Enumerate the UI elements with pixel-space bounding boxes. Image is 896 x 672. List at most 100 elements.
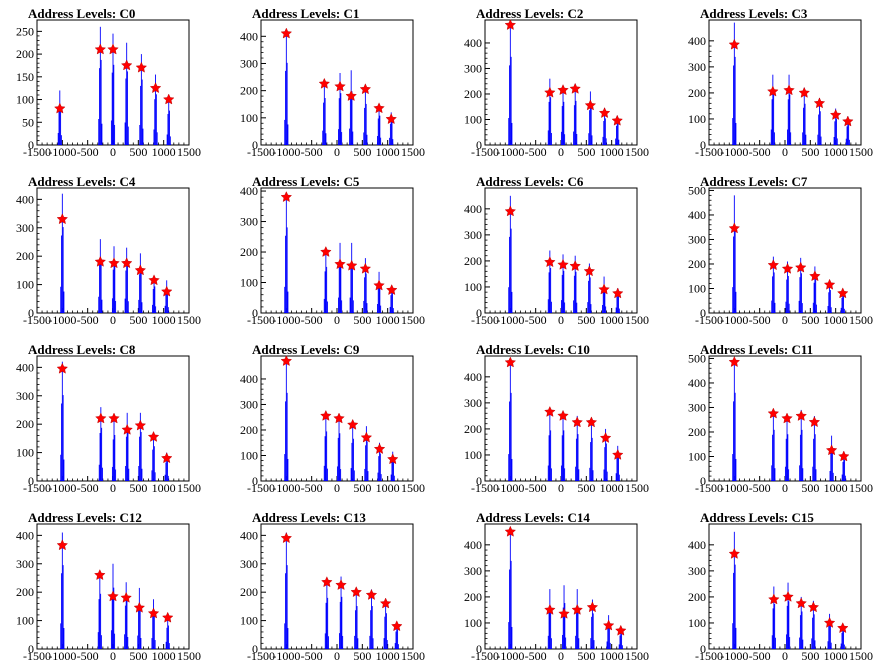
x-tick-label: 1000 (152, 313, 176, 327)
peak-marker (544, 256, 556, 268)
peak-2 (111, 417, 117, 481)
y-tick-label: 400 (16, 360, 34, 374)
y-tick-label: 400 (464, 202, 482, 216)
y-tick-label: 0 (476, 474, 482, 488)
x-tick-label: -500 (749, 145, 771, 159)
plot-frame (708, 19, 862, 146)
y-tick-label: 300 (240, 215, 258, 229)
y-tick-label: 0 (700, 138, 706, 152)
y-tick-label: 100 (16, 446, 34, 460)
peak-marker (121, 423, 133, 435)
x-tick-label: 1000 (376, 313, 400, 327)
peak-marker (544, 406, 556, 417)
y-tick-label: 200 (16, 417, 34, 431)
peak-3 (348, 70, 354, 145)
peak-marker (728, 38, 741, 50)
x-tick-label: -500 (749, 313, 771, 327)
peak-marker (350, 586, 362, 598)
y-tick-label: 100 (464, 280, 482, 294)
x-tick-label: 500 (129, 481, 147, 495)
y-tick-label: 200 (16, 47, 34, 61)
x-tick-label: -1500 (695, 313, 723, 327)
y-tick-label: 200 (464, 87, 482, 101)
peak-marker (387, 453, 399, 465)
y-tick-label: 300 (464, 564, 482, 578)
y-tick-label: 200 (688, 590, 706, 604)
x-tick-label: 1000 (376, 481, 400, 495)
peak-marker (385, 113, 397, 125)
peak-5 (376, 271, 382, 313)
x-tick-label: 1500 (177, 145, 201, 159)
y-tick-label: 300 (688, 564, 706, 578)
y-tick-label: 150 (16, 70, 34, 84)
y-tick-label: 300 (688, 232, 706, 246)
y-tick-label: 500 (688, 183, 706, 197)
y-tick-label: 400 (688, 376, 706, 390)
peak-marker (345, 259, 358, 271)
chart-svg: 0 100 200 300 400 -1500-1000 -500 0 500 1000 1500 (464, 187, 649, 327)
x-tick-label: -1500 (23, 649, 51, 663)
y-tick-label: 0 (252, 474, 258, 488)
peak-marker (108, 257, 120, 269)
peak-1 (323, 248, 329, 313)
peak-5 (829, 435, 834, 481)
x-tick-label: -1000 (496, 313, 524, 327)
peak-6 (389, 112, 394, 145)
peak-2 (111, 246, 117, 313)
peak-marker (795, 410, 807, 421)
peak-marker (611, 114, 623, 126)
peak-marker (783, 84, 795, 96)
y-tick-label: 300 (240, 557, 258, 571)
chart-panel-3: Address Levels: C3 0 100 200 300 400 -1500 -100… (672, 0, 896, 168)
peak-1 (547, 410, 553, 481)
y-tick-label: 100 (240, 614, 258, 628)
x-tick-label: -500 (525, 145, 547, 159)
peak-marker (504, 525, 517, 537)
y-tick-label: 400 (464, 36, 482, 50)
peak-marker (825, 444, 838, 456)
peak-3 (124, 42, 129, 145)
y-tick-label: 100 (688, 449, 706, 463)
peak-marker (837, 287, 849, 299)
y-tick-label: 200 (240, 245, 258, 259)
peak-0 (732, 195, 737, 313)
peak-marker (768, 593, 780, 605)
x-tick-label: 1000 (824, 481, 848, 495)
x-tick-label: 1000 (824, 649, 848, 663)
x-tick-label: -500 (77, 649, 99, 663)
y-tick-label: 300 (688, 60, 706, 74)
chart-title: Address Levels: C4 (28, 174, 136, 189)
chart-title: Address Levels: C9 (252, 342, 360, 357)
peak-marker (163, 93, 175, 105)
chart-panel-8: Address Levels: C8 0 100 200 300 400 -1500 -100… (0, 336, 224, 504)
chart-title: Address Levels: C10 (476, 342, 590, 357)
chart-panel-9: Address Levels: C9 0 100 200 300 400 -1500 -100… (224, 336, 448, 504)
peak-3 (575, 415, 580, 481)
y-tick-label: 0 (28, 474, 34, 488)
y-tick-label: 400 (16, 192, 34, 206)
peak-marker (133, 601, 146, 613)
peak-marker (334, 80, 346, 92)
y-tick-label: 200 (464, 422, 482, 436)
x-tick-label: -500 (77, 481, 99, 495)
plot-frame (708, 187, 862, 314)
x-tick-label: -1500 (695, 481, 723, 495)
y-tick-label: 200 (16, 585, 34, 599)
peak-2 (560, 410, 566, 481)
peak-marker (120, 59, 133, 71)
y-tick-label: 200 (688, 425, 706, 439)
x-tick-label: 500 (801, 649, 819, 663)
chart-svg: 0 100 200 300 400 -1500-1000 -500 0 500 1000 1500 (240, 184, 425, 327)
x-tick-label: 500 (129, 313, 147, 327)
x-tick-label: -1000 (272, 649, 300, 663)
peak-marker (569, 260, 581, 271)
x-tick-label: -500 (525, 481, 547, 495)
x-tick-label: -1000 (496, 481, 524, 495)
peak-4 (812, 416, 817, 481)
x-tick-label: 500 (577, 145, 595, 159)
peak-marker (56, 539, 69, 551)
y-tick-label: 200 (240, 84, 258, 98)
peak-marker (321, 576, 333, 588)
peak-marker (161, 452, 173, 464)
peak-marker (728, 547, 741, 559)
